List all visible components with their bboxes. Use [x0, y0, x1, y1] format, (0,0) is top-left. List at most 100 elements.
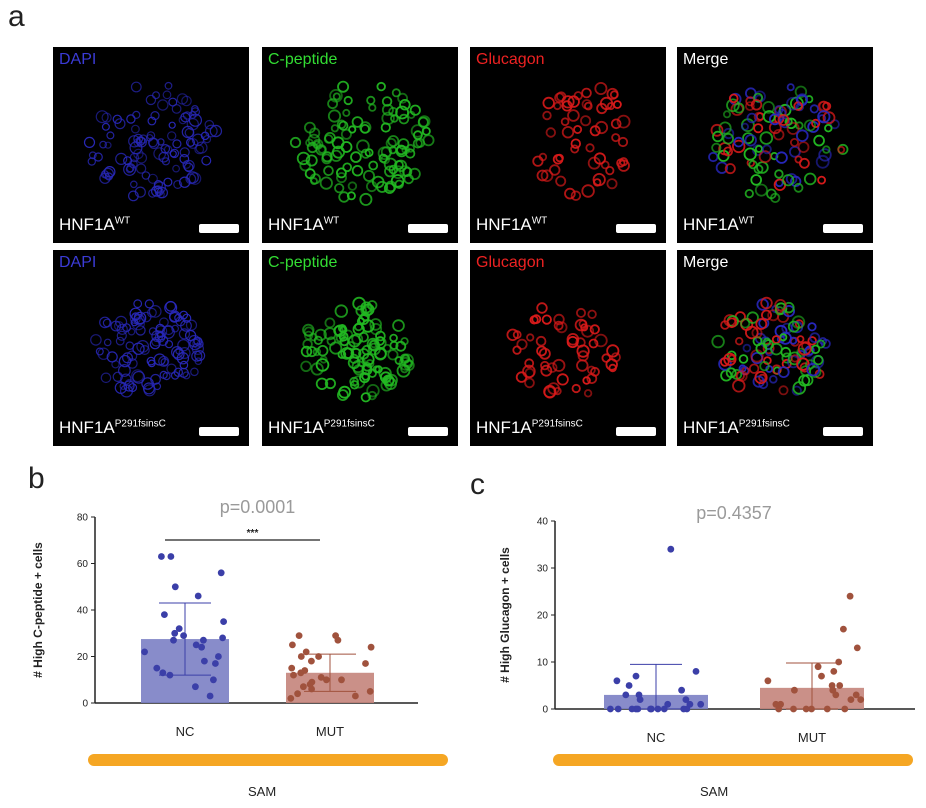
cell [391, 88, 401, 98]
cell [807, 322, 817, 332]
cell [397, 92, 409, 104]
scale-bar [616, 427, 656, 436]
cell [708, 151, 719, 163]
cell [796, 335, 805, 343]
cell [381, 111, 395, 126]
cell [315, 358, 330, 372]
cell [548, 164, 561, 176]
cell [777, 108, 787, 118]
cell [374, 365, 383, 374]
group-bar [553, 754, 913, 766]
cell [201, 155, 212, 166]
cell [317, 344, 329, 357]
data-point [367, 643, 375, 651]
cell [375, 330, 386, 342]
cell [750, 99, 763, 111]
cell [289, 136, 302, 149]
data-point [171, 629, 179, 637]
cell [131, 317, 145, 331]
cell [797, 341, 812, 356]
cell [384, 165, 396, 178]
cell [580, 115, 592, 127]
cell [746, 112, 758, 124]
cell [582, 376, 591, 385]
data-point [180, 632, 188, 639]
cell-cluster [83, 81, 223, 202]
cell [723, 110, 732, 119]
cell [585, 143, 595, 153]
cell [570, 190, 582, 201]
cell [571, 383, 581, 394]
data-point [692, 668, 700, 675]
cell [176, 351, 190, 365]
cell [378, 366, 392, 381]
cell [146, 307, 157, 318]
cell [596, 102, 608, 115]
cell [300, 345, 313, 358]
cell [746, 311, 759, 324]
significance-stars: *** [247, 528, 259, 539]
cell [561, 125, 575, 139]
cell [106, 131, 115, 140]
cell [719, 357, 730, 367]
cell [95, 347, 104, 356]
cell [151, 336, 161, 347]
cell [790, 354, 800, 363]
chart-b: 0 20 40 60 80 # High C-peptide + cells NC MUT p=… [31, 497, 448, 766]
data-point [192, 641, 200, 649]
cell [554, 92, 565, 104]
cell [810, 344, 821, 354]
genotype-label: HNF1AP291fsinsC [268, 418, 375, 437]
cell [786, 121, 800, 135]
cell [200, 131, 210, 141]
cell [129, 152, 140, 163]
cell [374, 347, 387, 360]
cell [753, 92, 763, 103]
p-value: p=0.4357 [696, 503, 772, 523]
cell [135, 325, 146, 336]
cell [182, 371, 191, 380]
cell [753, 164, 764, 175]
cell [542, 96, 555, 110]
cell [150, 373, 161, 385]
cell [99, 172, 111, 184]
cell [135, 163, 147, 174]
cell [796, 347, 806, 358]
cell [101, 122, 110, 131]
cell [617, 136, 629, 148]
cell [817, 175, 827, 185]
cell [606, 178, 618, 190]
cell [822, 111, 836, 125]
cell [182, 159, 195, 172]
cell [364, 148, 374, 157]
cell [761, 309, 773, 321]
data-point [697, 700, 705, 708]
cell [763, 356, 772, 365]
cell [813, 134, 825, 147]
data-point [317, 674, 325, 681]
category-label-mut: MUT [316, 724, 344, 739]
y-tick-label: 20 [77, 652, 89, 663]
data-point [201, 657, 208, 665]
data-point [366, 688, 374, 695]
cell [133, 299, 143, 309]
cell [136, 137, 147, 148]
cell [606, 344, 620, 358]
cell [718, 121, 732, 135]
cell [783, 301, 795, 314]
data-point [632, 672, 640, 680]
cell [340, 347, 354, 360]
micrograph-mut-glucagon: Glucagon HNF1AP291fsinsC [470, 250, 666, 446]
data-point [613, 677, 621, 685]
cell [169, 310, 181, 323]
cell [127, 327, 136, 336]
scale-bar [823, 427, 863, 436]
cell [512, 345, 522, 355]
cell [126, 164, 135, 173]
data-point [198, 643, 206, 651]
cell [806, 362, 821, 377]
cell [171, 324, 179, 333]
cell [338, 324, 347, 333]
cell [754, 370, 768, 385]
y-tick-label: 40 [537, 517, 549, 528]
